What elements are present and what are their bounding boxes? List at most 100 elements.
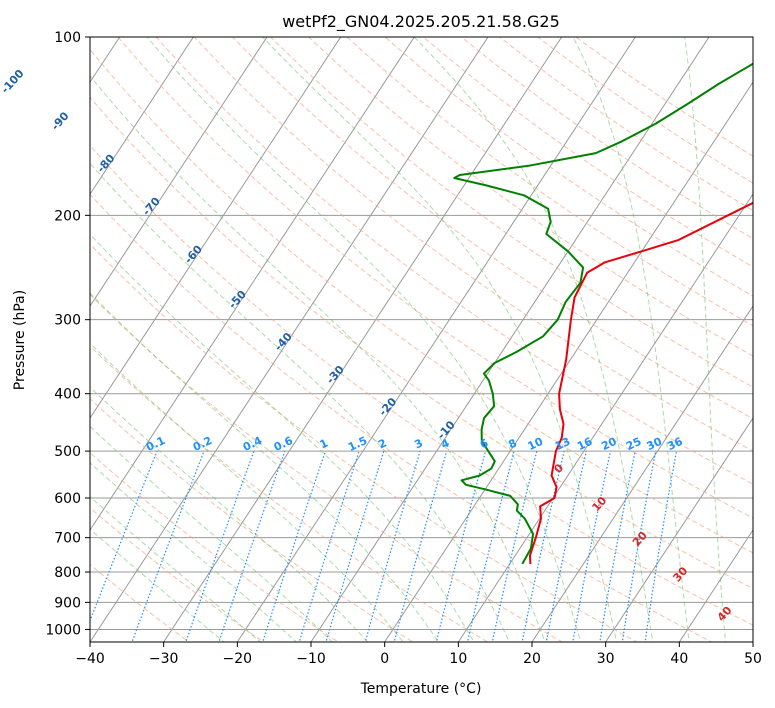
mixing-ratio-line bbox=[325, 450, 385, 642]
moist-adiabat-line bbox=[413, 37, 654, 642]
moist-adiabat-line bbox=[90, 386, 369, 642]
mixing-ratio-line bbox=[572, 450, 612, 642]
x-tick-label: −10 bbox=[296, 651, 326, 667]
mixing-ratio-label: 1 bbox=[318, 436, 330, 451]
dry-adiabat-label: -70 bbox=[140, 194, 163, 218]
x-tick-label: 40 bbox=[670, 651, 688, 667]
isotherm-grid bbox=[0, 10, 753, 654]
mixing-ratio-label: 20 bbox=[599, 435, 619, 453]
mixing-ratio-line bbox=[545, 450, 587, 642]
dry-adiabat-line bbox=[460, 37, 753, 240]
moist-adiabat-line bbox=[262, 37, 618, 642]
dry-adiabat-line bbox=[90, 563, 190, 642]
dry-adiabat-label: -40 bbox=[272, 330, 295, 354]
mixing-ratio-label: 36 bbox=[665, 435, 685, 453]
dry-adiabat-line bbox=[308, 37, 753, 357]
y-axis-ticks: 100 200 300 400 500 600 700 800 900 1000 bbox=[45, 30, 90, 638]
isotherm-line bbox=[678, 529, 753, 642]
chart-title: wetPf2_GN04.2025.205.21.58.G25 bbox=[282, 12, 560, 32]
moist-adiabat-line bbox=[572, 37, 690, 642]
mixing-ratio-label: 13 bbox=[553, 435, 572, 453]
mixing-ratio-line bbox=[218, 450, 286, 642]
mixing-ratio-line bbox=[521, 450, 565, 642]
dry-adiabat-line bbox=[536, 37, 753, 184]
dry-adiabat-line bbox=[90, 451, 340, 642]
mixing-ratio-line bbox=[644, 450, 678, 642]
dry-adiabat-label: -50 bbox=[226, 288, 249, 312]
moist-adiabat-line bbox=[146, 37, 582, 642]
y-tick-label: 100 bbox=[54, 30, 81, 46]
y-tick-label: 800 bbox=[54, 565, 81, 581]
x-tick-label: 20 bbox=[523, 651, 541, 667]
moist-adiabat-line bbox=[90, 528, 225, 642]
x-tick-label: −40 bbox=[75, 651, 105, 667]
y-tick-label: 600 bbox=[54, 491, 81, 507]
dry-adiabat-label: -10 bbox=[435, 418, 458, 442]
y-axis-label: Pressure (hPa) bbox=[12, 290, 28, 390]
moist-adiabat-label: 30 bbox=[670, 564, 690, 584]
dry-adiabat-line bbox=[269, 37, 753, 388]
dry-adiabat-line bbox=[90, 507, 265, 642]
moist-adiabat-line bbox=[90, 342, 404, 642]
isotherm-line bbox=[90, 37, 415, 531]
y-tick-label: 400 bbox=[54, 387, 81, 403]
moist-adiabat-line bbox=[684, 37, 727, 642]
temperature-profile-line bbox=[529, 201, 753, 564]
dry-adiabat-line bbox=[193, 37, 753, 452]
isobar-grid bbox=[90, 37, 753, 630]
mixing-ratio-label: 25 bbox=[624, 435, 643, 453]
mixing-ratio-lines bbox=[90, 450, 678, 642]
isotherm-line bbox=[752, 641, 753, 642]
mixing-ratio-line bbox=[621, 450, 657, 642]
mixing-ratio-label: 8 bbox=[506, 436, 518, 451]
x-tick-label: 0 bbox=[380, 651, 389, 667]
isotherm-line bbox=[90, 37, 194, 196]
moist-adiabat-label: 10 bbox=[589, 494, 609, 514]
dry-adiabat-line bbox=[117, 37, 753, 519]
y-tick-label: 900 bbox=[54, 595, 81, 611]
dry-adiabat-label: -100 bbox=[0, 67, 27, 96]
dry-adiabat-label: -90 bbox=[49, 109, 72, 133]
dewpoint-profile-line bbox=[453, 62, 753, 565]
moist-adiabat-line bbox=[90, 162, 510, 642]
x-axis-label: Temperature (°C) bbox=[360, 681, 482, 697]
dry-adiabat-line bbox=[422, 37, 753, 268]
mixing-ratio-line bbox=[262, 450, 326, 642]
dry-adiabat-label: -20 bbox=[376, 395, 399, 419]
x-tick-label: −30 bbox=[149, 651, 179, 667]
isotherm-line bbox=[384, 81, 753, 642]
isotherm-line bbox=[457, 193, 753, 642]
x-tick-label: 10 bbox=[449, 651, 467, 667]
isotherm-line bbox=[605, 417, 753, 642]
mixing-ratio-line bbox=[599, 450, 636, 642]
mixing-ratio-line bbox=[364, 450, 421, 642]
isotherm-line bbox=[90, 37, 489, 642]
mixing-ratio-line bbox=[393, 450, 448, 642]
dry-adiabat-line bbox=[90, 193, 713, 642]
dry-adiabat-line bbox=[90, 243, 639, 642]
isotherm-line bbox=[0, 10, 64, 654]
y-tick-label: 700 bbox=[54, 531, 81, 547]
isotherm-line bbox=[236, 37, 636, 642]
isotherm-line bbox=[310, 37, 710, 642]
y-tick-label: 500 bbox=[54, 444, 81, 460]
moist-adiabats bbox=[90, 37, 727, 642]
moist-adiabat-line bbox=[90, 496, 261, 642]
x-tick-label: 30 bbox=[597, 651, 615, 667]
isotherm-line bbox=[90, 37, 342, 419]
dry-adiabat-line bbox=[346, 37, 753, 327]
dry-adiabat-line bbox=[90, 48, 753, 554]
mixing-ratio-line bbox=[435, 450, 487, 642]
mixing-ratio-label: 6 bbox=[478, 436, 491, 451]
plot-area bbox=[0, 10, 753, 654]
moist-adiabat-line bbox=[90, 292, 440, 642]
dry-adiabat-line bbox=[90, 293, 564, 642]
dry-adiabat-line bbox=[90, 96, 753, 590]
x-tick-label: 50 bbox=[744, 651, 762, 667]
y-tick-label: 300 bbox=[54, 313, 81, 329]
mixing-ratio-line bbox=[298, 450, 360, 642]
dry-adiabats bbox=[90, 37, 753, 642]
isotherm-line bbox=[163, 37, 563, 642]
isotherm-line bbox=[531, 305, 753, 642]
mixing-ratio-line bbox=[90, 450, 158, 623]
